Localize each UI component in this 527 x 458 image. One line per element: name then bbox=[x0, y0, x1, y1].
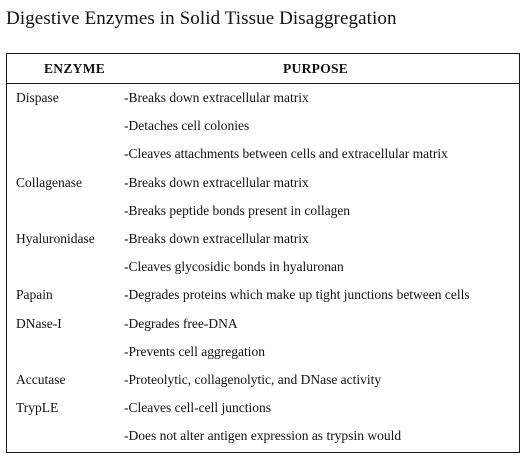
table-header: ENZYME PURPOSE bbox=[7, 54, 519, 84]
purpose-cell: -Cleaves glycosidic bonds in hyaluronan bbox=[124, 259, 344, 275]
table-row: TrypLE -Cleaves cell-cell junctions bbox=[7, 394, 519, 422]
table-row: -Detaches cell colonies bbox=[7, 112, 519, 140]
purpose-cell: -Breaks down extracellular matrix bbox=[124, 90, 309, 105]
table-row: -Cleaves attachments between cells and e… bbox=[7, 140, 519, 168]
table-row: -Prevents cell aggregation bbox=[7, 338, 519, 366]
enzyme-table: ENZYME PURPOSE Dispase -Breaks down extr… bbox=[6, 53, 520, 453]
column-header-purpose: PURPOSE bbox=[283, 61, 349, 76]
purpose-cell: -Breaks down extracellular matrix bbox=[124, 230, 309, 246]
purpose-cell: -Detaches cell colonies bbox=[124, 118, 250, 134]
purpose-cell: -Cleaves attachments between cells and e… bbox=[124, 146, 448, 162]
purpose-cell: -Cleaves cell-cell junctions bbox=[124, 400, 271, 416]
table-body: Dispase -Breaks down extracellular matri… bbox=[7, 84, 519, 450]
table-row: Dispase -Breaks down extracellular matri… bbox=[7, 84, 519, 112]
enzyme-cell: TrypLE bbox=[16, 400, 59, 416]
purpose-cell: -Degrades free-DNA bbox=[124, 315, 238, 331]
table-row: DNase-I -Degrades free-DNA bbox=[7, 310, 519, 338]
purpose-cell: -Prevents cell aggregation bbox=[124, 343, 265, 359]
purpose-cell: -Proteolytic, collagenolytic, and DNase … bbox=[124, 371, 382, 387]
enzyme-cell: Collagenase bbox=[16, 174, 82, 190]
purpose-cell: -Does not alter antigen expression as tr… bbox=[124, 428, 402, 444]
table-row: -Breaks peptide bonds present in collage… bbox=[7, 197, 519, 225]
table-row: -Cleaves glycosidic bonds in hyaluronan bbox=[7, 253, 519, 281]
column-header-enzyme: ENZYME bbox=[44, 61, 106, 76]
purpose-cell: -Breaks down extracellular matrix bbox=[124, 174, 309, 190]
table-row: Accutase -Proteolytic, collagenolytic, a… bbox=[7, 366, 519, 394]
enzyme-cell: Dispase bbox=[16, 90, 59, 105]
table-row: Papain -Degrades proteins which make up … bbox=[7, 281, 519, 309]
purpose-cell: -Breaks peptide bonds present in collage… bbox=[124, 202, 351, 218]
table-row: Hyaluronidase -Breaks down extracellular… bbox=[7, 225, 519, 253]
enzyme-cell: Hyaluronidase bbox=[16, 230, 95, 246]
table-row: Collagenase -Breaks down extracellular m… bbox=[7, 169, 519, 197]
table-row: -Does not alter antigen expression as tr… bbox=[7, 422, 519, 450]
enzyme-cell: DNase-I bbox=[16, 315, 62, 331]
enzyme-cell: Accutase bbox=[16, 371, 66, 387]
page-title: Digestive Enzymes in Solid Tissue Disagg… bbox=[6, 8, 397, 29]
purpose-cell: -Degrades proteins which make up tight j… bbox=[124, 287, 470, 303]
enzyme-cell: Papain bbox=[16, 287, 53, 303]
